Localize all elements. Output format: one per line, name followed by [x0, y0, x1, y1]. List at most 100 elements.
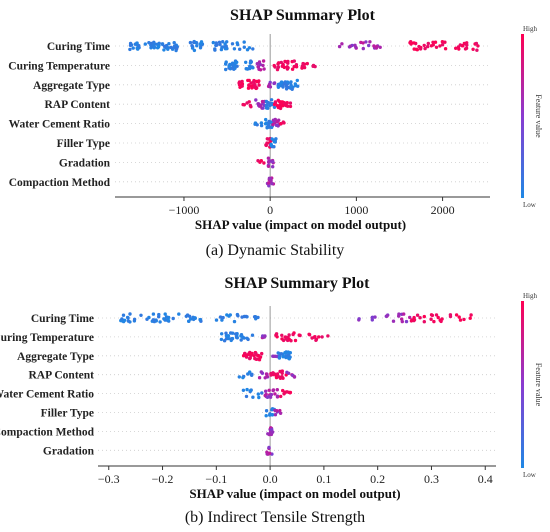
colorbar-high-label: High [523, 292, 538, 300]
shap-point [267, 82, 272, 87]
shap-point [284, 373, 288, 377]
shap-point [281, 355, 285, 359]
shap-point [241, 375, 245, 380]
shap-point [242, 314, 247, 319]
shap-point [272, 140, 277, 144]
shap-point [162, 44, 167, 49]
shap-point [280, 333, 284, 337]
shap-point [239, 338, 243, 342]
shap-point [245, 48, 250, 52]
shap-point [267, 119, 271, 124]
shap-point [264, 409, 269, 413]
shap-point [250, 86, 254, 90]
shap-point [246, 78, 250, 83]
shap-point [160, 42, 165, 46]
shap-point [288, 390, 293, 395]
shap-point [462, 317, 466, 322]
shap-point [234, 332, 238, 336]
caption-indirect-tensile-strength: (b) Indirect Tensile Strength [184, 509, 366, 526]
feature-label: RAP Content [29, 370, 95, 382]
x-tick-label: 0 [267, 203, 273, 217]
shap-point [354, 45, 358, 49]
shap-point [290, 87, 294, 92]
shap-point [278, 105, 282, 110]
shap-point [313, 335, 317, 339]
shap-point [147, 315, 151, 320]
shap-point [166, 315, 171, 320]
shap-point [169, 45, 173, 50]
shap-point [293, 338, 298, 343]
shap-point [288, 101, 293, 105]
shap-point [247, 83, 251, 88]
shap-point [279, 100, 284, 104]
shap-point [248, 356, 252, 361]
x-axis-label: SHAP value (impact on model output) [189, 486, 400, 501]
shap-point [440, 43, 445, 47]
shap-point [221, 315, 225, 320]
feature-label: Gradation [59, 157, 111, 169]
shap-point [469, 313, 473, 317]
shap-point [374, 46, 379, 50]
shap-point [151, 318, 155, 322]
shap-point [412, 41, 416, 45]
shap-point [249, 352, 253, 356]
shap-point [275, 372, 280, 376]
shap-point [219, 47, 224, 52]
shap-point [270, 407, 275, 411]
shap-point [438, 44, 442, 48]
shap-point [272, 102, 277, 107]
shap-point [251, 47, 255, 51]
shap-point [263, 334, 267, 338]
x-tick-label: 2000 [431, 203, 455, 217]
shap-plot-dynamic-stability: SHAP Summary Plot Curing Time Curing Tempe… [8, 7, 543, 232]
shap-point [139, 313, 143, 317]
shap-point [135, 41, 139, 45]
shap-point [269, 142, 273, 146]
shap-point [264, 389, 268, 393]
shap-point [171, 316, 175, 321]
shap-point [121, 313, 126, 317]
shap-point [317, 335, 321, 339]
shap-point [273, 413, 278, 417]
shap-point [189, 317, 193, 321]
shap-point [364, 40, 368, 44]
shap-point [156, 45, 161, 49]
shap-point [274, 123, 279, 128]
shap-point [237, 375, 241, 379]
shap-point [426, 44, 430, 49]
shap-point [229, 331, 233, 335]
shap-point [272, 81, 277, 85]
shap-point [434, 313, 439, 317]
shap-point [283, 390, 287, 394]
shap-point [310, 336, 314, 340]
shap-point [266, 106, 270, 110]
shap-point [231, 63, 235, 67]
shap-point [266, 432, 270, 436]
feature-label: Filler Type [57, 138, 110, 150]
shap-point [284, 337, 289, 341]
shap-point [434, 45, 439, 49]
shap-point [128, 47, 132, 52]
feature-label: Curing Time [31, 313, 94, 325]
shap-point [230, 337, 234, 341]
shap-point [370, 315, 375, 319]
shap-point [211, 40, 215, 45]
shap-point [288, 81, 293, 85]
shap-point [251, 66, 255, 70]
shap-point [372, 44, 376, 48]
shap-point [292, 59, 296, 63]
shap-point [220, 332, 224, 336]
shap-point [219, 337, 224, 342]
shap-point [422, 43, 426, 48]
shap-point [154, 318, 158, 322]
shap-point [217, 40, 222, 44]
shap-point [268, 395, 273, 399]
shap-point [245, 387, 249, 392]
shap-point [279, 394, 283, 399]
shap-point [412, 318, 417, 322]
shap-point [475, 48, 479, 52]
shap-point [278, 122, 283, 126]
shap-point [286, 66, 290, 70]
shap-point [226, 334, 230, 338]
